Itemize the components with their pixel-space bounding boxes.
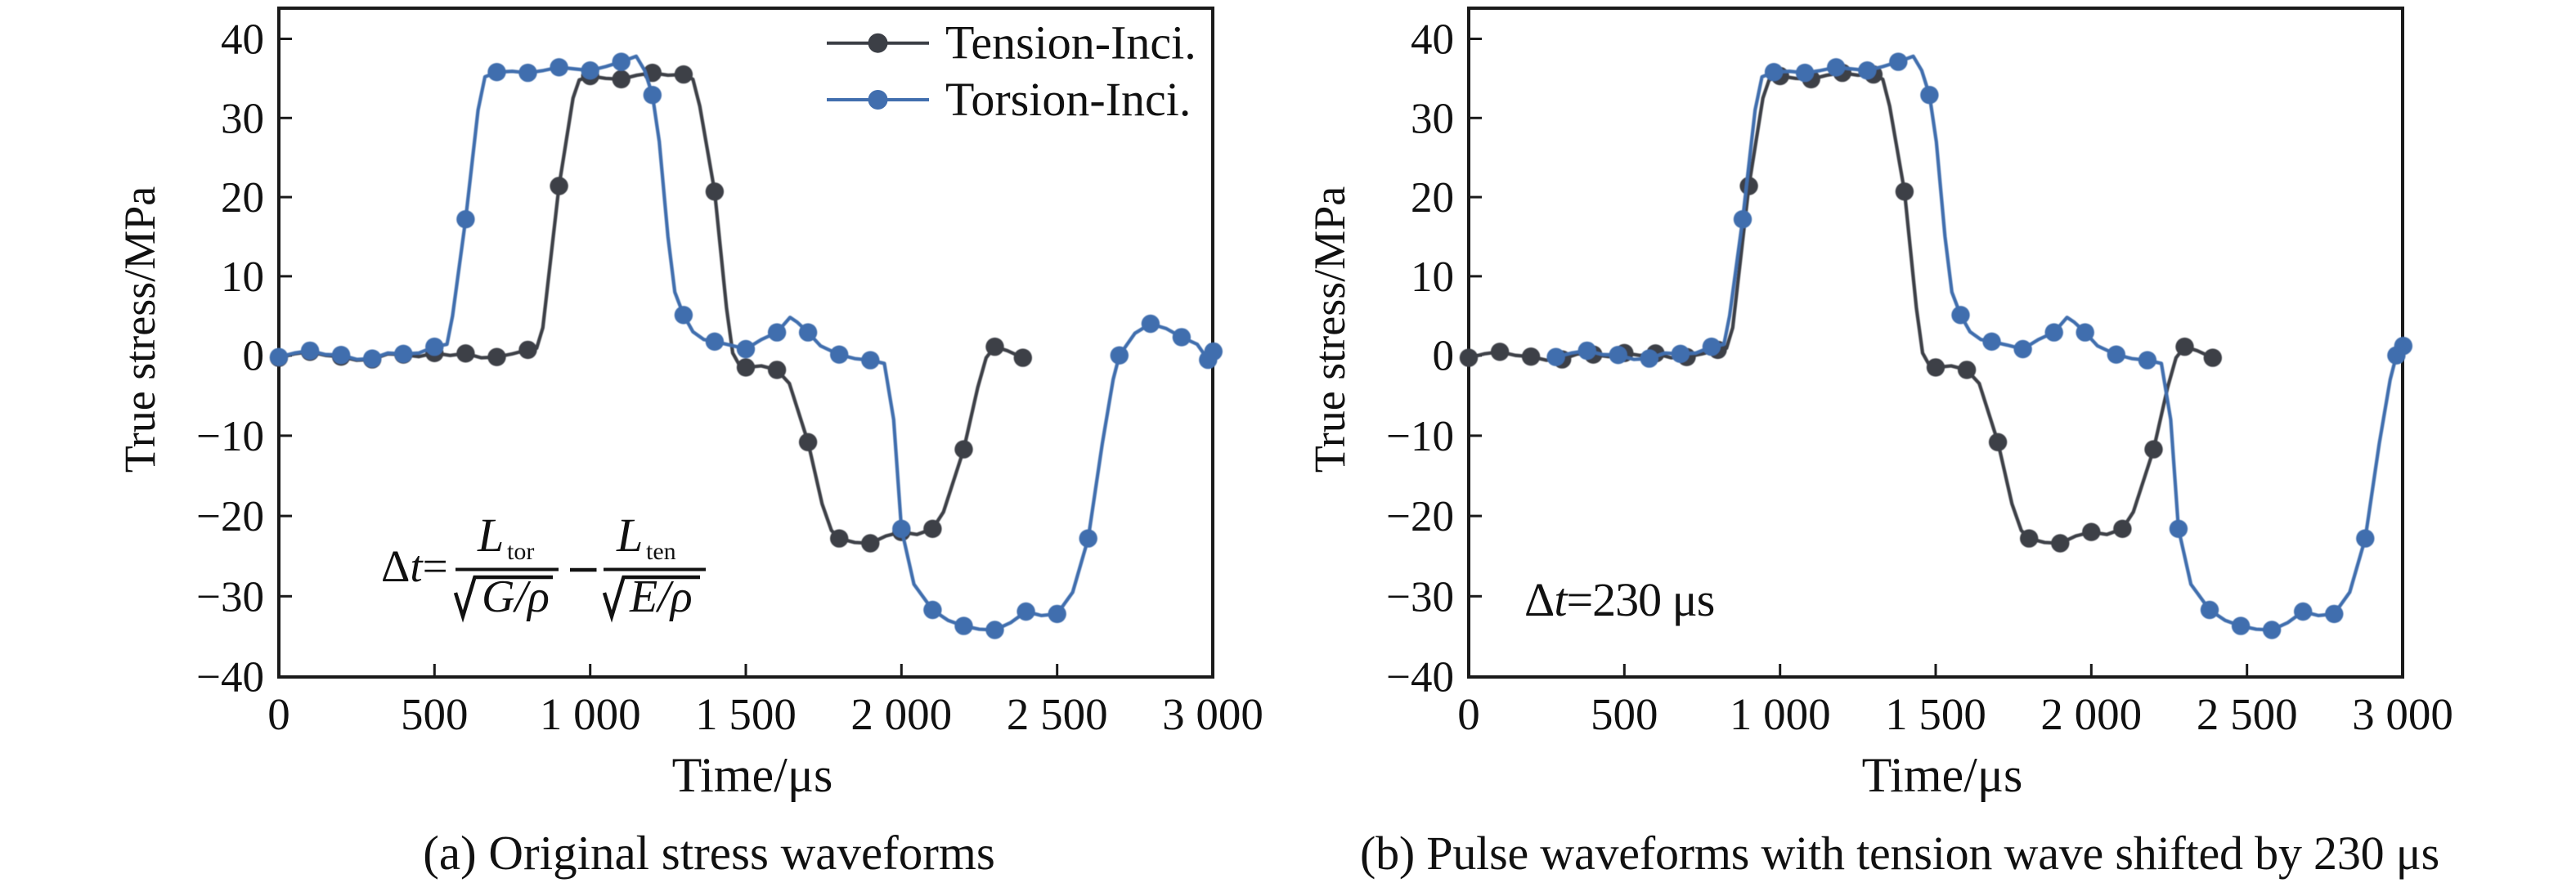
svg-text:1 000: 1 000: [1730, 689, 1831, 739]
svg-text:1 500: 1 500: [695, 689, 797, 739]
svg-text:3 000: 3 000: [1162, 689, 1263, 739]
svg-text:0: 0: [243, 333, 265, 380]
svg-text:30: 30: [221, 95, 264, 142]
svg-text:Tension-Inci.: Tension-Inci.: [945, 16, 1196, 69]
svg-text:40: 40: [1411, 16, 1454, 64]
svg-text:0: 0: [267, 689, 290, 739]
svg-text:E/ρ: E/ρ: [629, 571, 693, 622]
svg-text:ten: ten: [646, 538, 676, 565]
svg-text:10: 10: [1411, 253, 1454, 301]
svg-text:500: 500: [401, 689, 469, 739]
svg-text:−20: −20: [1386, 493, 1454, 540]
svg-text:1 000: 1 000: [540, 689, 641, 739]
svg-text:L: L: [616, 509, 643, 562]
svg-text:True stress/MPa: True stress/MPa: [1305, 186, 1354, 473]
svg-text:10: 10: [221, 253, 264, 301]
svg-text:2 500: 2 500: [1007, 689, 1108, 739]
svg-text:20: 20: [1411, 174, 1454, 222]
svg-text:Torsion-Inci.: Torsion-Inci.: [945, 73, 1191, 126]
svg-text:(b) Pulse waveforms with tensi: (b) Pulse waveforms with tension wave sh…: [1360, 827, 2439, 880]
svg-text:1 500: 1 500: [1885, 689, 1986, 739]
svg-text:−40: −40: [196, 654, 264, 701]
svg-text:True stress/MPa: True stress/MPa: [115, 186, 164, 473]
svg-text:−30: −30: [1386, 573, 1454, 621]
svg-text:40: 40: [221, 16, 264, 64]
svg-text:Δt=: Δt=: [381, 541, 448, 591]
svg-text:tor: tor: [507, 538, 534, 565]
svg-text:Δt=230 μs: Δt=230 μs: [1524, 573, 1714, 626]
svg-text:2 000: 2 000: [850, 689, 952, 739]
svg-text:−20: −20: [196, 493, 264, 540]
svg-text:20: 20: [221, 174, 264, 222]
svg-text:−40: −40: [1386, 654, 1454, 701]
svg-text:−10: −10: [1386, 413, 1454, 460]
svg-text:−30: −30: [196, 573, 264, 621]
svg-text:2 000: 2 000: [2040, 689, 2142, 739]
svg-text:G/ρ: G/ρ: [482, 571, 550, 622]
svg-text:0: 0: [1457, 689, 1480, 739]
svg-text:3 000: 3 000: [2352, 689, 2453, 739]
svg-text:2 500: 2 500: [2197, 689, 2298, 739]
svg-text:L: L: [477, 509, 504, 562]
svg-text:0: 0: [1433, 333, 1455, 380]
svg-text:−10: −10: [196, 413, 264, 460]
svg-text:Time/μs: Time/μs: [1862, 748, 2023, 802]
svg-text:500: 500: [1591, 689, 1658, 739]
svg-text:(a) Original stress waveforms: (a) Original stress waveforms: [423, 826, 995, 880]
svg-text:Time/μs: Time/μs: [672, 748, 833, 802]
svg-text:30: 30: [1411, 95, 1454, 142]
